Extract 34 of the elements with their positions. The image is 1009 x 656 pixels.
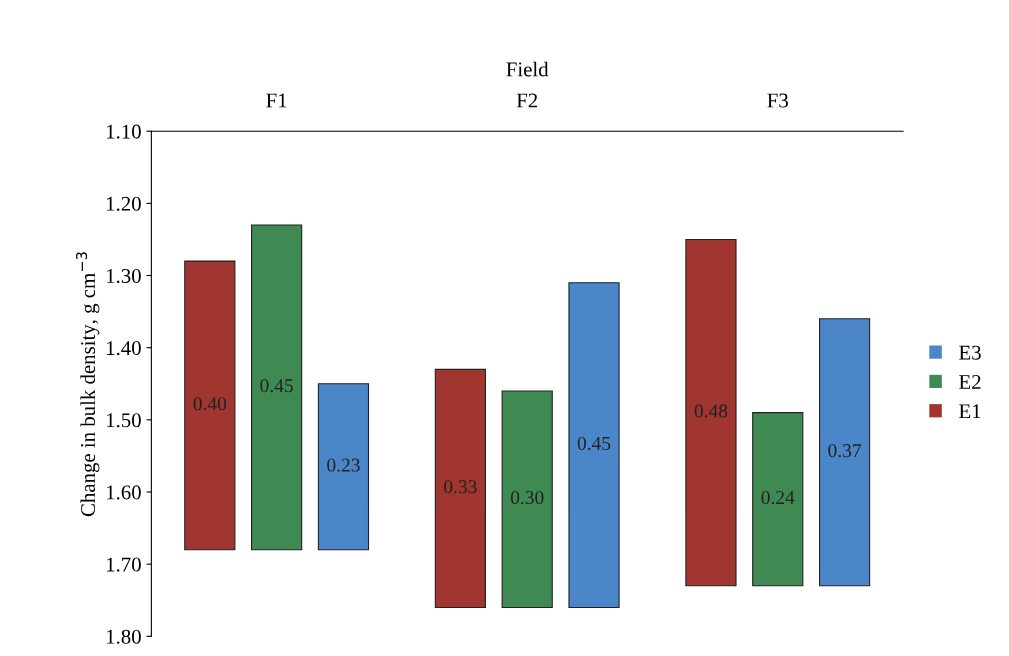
y-tick-label: 1.80: [107, 629, 141, 644]
data-label: 0.37: [828, 444, 862, 458]
bar: [434, 368, 486, 609]
data-label: 0.48: [694, 404, 728, 418]
bar: [317, 383, 370, 551]
x-tick-label: F1: [266, 93, 287, 108]
bar: [251, 224, 303, 551]
data-label: 0.45: [577, 436, 611, 451]
legend-label: E2: [959, 374, 981, 389]
bar: [568, 282, 620, 609]
y-tick-label: 1.70: [107, 557, 141, 572]
data-label: 0.24: [761, 490, 795, 505]
bar: [752, 412, 804, 587]
y-tick-label: 1.30: [107, 268, 141, 284]
data-label: 0.23: [327, 458, 360, 472]
bar: [685, 238, 737, 587]
y-tick-label: 1.60: [107, 485, 141, 500]
y-tick-label: 1.20: [107, 196, 141, 211]
x-tick-label: F2: [516, 93, 538, 108]
data-label: 0.33: [444, 480, 477, 494]
bar: [184, 260, 236, 551]
y-tick-label: 1.40: [107, 341, 141, 356]
x-axis-title: Field: [506, 61, 549, 77]
data-label: 0.45: [260, 379, 293, 393]
legend-label: E1: [959, 404, 981, 419]
y-axis-title: Change in bulk density, g cm$^{−3}$: [76, 252, 100, 517]
x-tick-label: F3: [767, 93, 788, 108]
data-label: 0.30: [510, 490, 544, 505]
bar: [501, 390, 553, 609]
data-label: 0.40: [193, 397, 227, 411]
y-tick-label: 1.50: [107, 413, 141, 428]
legend-label: E3: [959, 345, 981, 360]
y-tick-label: 1.10: [107, 124, 141, 139]
bar: [818, 318, 871, 587]
